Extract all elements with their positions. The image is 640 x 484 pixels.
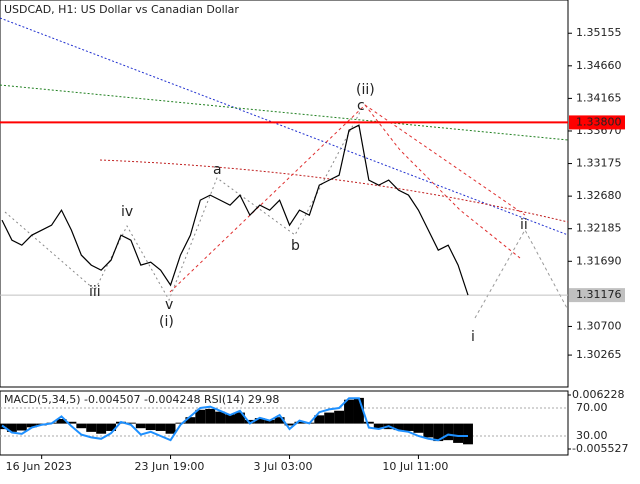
macd-bar [284, 423, 295, 426]
x-tick-label: 16 Jun 2023 [6, 460, 72, 473]
x-tick-label: 3 Jul 03:00 [254, 460, 313, 473]
x-tick-label: 23 Jun 19:00 [135, 460, 205, 473]
wave-label: ii [520, 217, 528, 233]
macd-bar [463, 423, 473, 445]
wave-label: b [291, 238, 300, 254]
macd-bar [235, 412, 245, 424]
wave-label: (i) [159, 314, 174, 330]
macd-bar [254, 418, 265, 424]
macd-bar [274, 417, 285, 424]
wave-label: iii [89, 284, 101, 300]
macd-bar [106, 423, 117, 431]
level-label: 1.31176 [576, 288, 622, 301]
macd-bar [363, 421, 374, 424]
level-label-box [569, 115, 625, 130]
macd-bar [225, 414, 235, 424]
macd-bar [433, 423, 444, 442]
macd-bar [165, 423, 176, 434]
y-tick-label: 1.33175 [576, 157, 622, 170]
macd-bar [195, 409, 206, 424]
chart-title: USDCAD, H1: US Dollar vs Canadian Dollar [4, 3, 239, 16]
macd-bar [135, 423, 146, 429]
wave-label: iv [121, 204, 133, 220]
level-label: 1.33800 [576, 115, 622, 128]
rsi-line [1, 397, 469, 442]
macd-bar [443, 423, 454, 441]
macd-bar [215, 411, 226, 424]
y-tick-label: 1.34165 [576, 91, 622, 104]
macd-bar [344, 399, 354, 424]
wave-label: i [471, 329, 475, 345]
macd-bar [423, 423, 434, 438]
y-tick-label: 1.34660 [576, 59, 622, 72]
macd-bar [403, 423, 414, 431]
macd-bar [125, 422, 136, 424]
macd-bar [314, 415, 325, 424]
y2-tick-label: 30.00 [576, 429, 608, 442]
macd-bar [353, 397, 364, 424]
macd-bar [373, 423, 384, 429]
macd-bar [96, 423, 107, 434]
wave-label: (ii) [356, 82, 375, 98]
y-tick-label: 0.006228 [572, 388, 625, 401]
x-tick-label: 10 Jul 11:00 [382, 460, 448, 473]
macd-bar [66, 421, 77, 424]
macd-bar [393, 423, 404, 431]
macd-bar [205, 408, 216, 424]
macd-bar [264, 419, 275, 424]
price-panel [0, 0, 569, 388]
y-tick-label: 1.30265 [576, 348, 622, 361]
wave-label: v [165, 297, 173, 313]
wave-line [4, 111, 361, 302]
indicator-title: MACD(5,34,5) -0.004507 -0.004248 RSI(14)… [4, 393, 279, 406]
trend-line [0, 17, 569, 236]
macd-bar [6, 423, 17, 432]
macd-bar [16, 423, 27, 431]
price-line [1, 124, 469, 296]
macd-bar [453, 423, 464, 443]
wave-label: a [213, 162, 222, 178]
macd-bar [244, 419, 255, 424]
y-tick-label: 1.32185 [576, 222, 622, 235]
macd-bar [86, 423, 97, 432]
macd-bar [76, 423, 87, 429]
macd-bar [334, 410, 345, 424]
y-tick-label: 1.35155 [576, 26, 622, 39]
macd-bar [413, 423, 424, 433]
macd-bar [26, 423, 37, 428]
level-label-box [569, 288, 625, 303]
y-tick-label: 1.32680 [576, 189, 622, 202]
macd-bar [56, 419, 67, 424]
wave-label: c [357, 98, 365, 114]
macd-bar [294, 421, 305, 424]
macd-bar [324, 412, 335, 424]
trend-line [0, 84, 569, 141]
y2-tick-label: 70.00 [576, 401, 608, 414]
y-tick-label: -0.005527 [572, 442, 628, 455]
wave-line [364, 104, 521, 259]
y-tick-label: 1.30700 [576, 319, 622, 332]
macd-bar [155, 423, 166, 431]
macd-bar [185, 417, 196, 424]
y-tick-label: 1.31690 [576, 254, 622, 267]
macd-bar [175, 422, 186, 424]
macd-bar [145, 423, 156, 431]
